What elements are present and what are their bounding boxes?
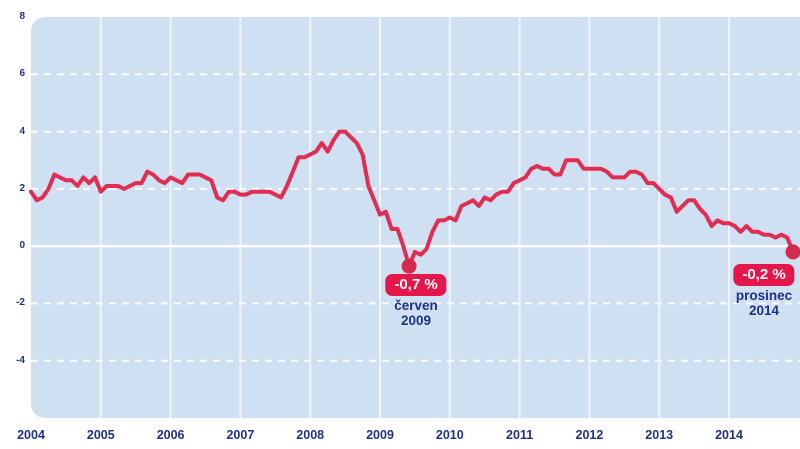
annotation-caption-2014: prosinec 2014 <box>736 289 792 317</box>
y-tick-label: -2 <box>16 297 25 309</box>
annotation-year-2009: 2009 <box>400 312 432 328</box>
x-tick-label: 2010 <box>435 428 464 442</box>
annotation-month-2009: červen <box>394 298 438 313</box>
y-tick-label: 4 <box>19 125 25 137</box>
x-tick-label: 2007 <box>226 428 255 442</box>
y-tick-label: 6 <box>19 68 25 80</box>
annotation-caption-2009: červen 2009 <box>394 299 438 327</box>
x-tick-label: 2013 <box>645 428 674 442</box>
annotation-last-2014: -0,2 % prosinec 2014 <box>733 264 795 317</box>
value-badge-2014: -0,2 % <box>733 264 795 286</box>
x-tick-label: 2005 <box>86 428 115 442</box>
annotation-min-2009: -0,7 % červen 2009 <box>385 274 447 327</box>
series-line <box>29 129 795 269</box>
plot-area <box>31 17 800 418</box>
y-tick-label: -4 <box>16 354 25 366</box>
data-point-marker <box>401 258 417 274</box>
x-tick-label: 2012 <box>575 428 604 442</box>
x-tick-label: 2004 <box>17 428 45 442</box>
x-tick-label: 2014 <box>715 428 743 442</box>
y-tick-label: 8 <box>19 11 25 22</box>
x-tick-label: 2008 <box>296 428 325 442</box>
annotation-year-2014: 2014 <box>748 302 780 318</box>
value-badge-2009: -0,7 % <box>385 274 447 296</box>
x-tick-label: 2011 <box>506 428 534 442</box>
data-point-marker <box>785 244 800 260</box>
annotation-month-2014: prosinec <box>735 288 793 303</box>
y-tick-label: 0 <box>19 240 25 252</box>
x-tick-label: 2009 <box>366 428 394 442</box>
y-tick-label: 2 <box>19 182 25 194</box>
x-tick-label: 2006 <box>156 428 185 442</box>
